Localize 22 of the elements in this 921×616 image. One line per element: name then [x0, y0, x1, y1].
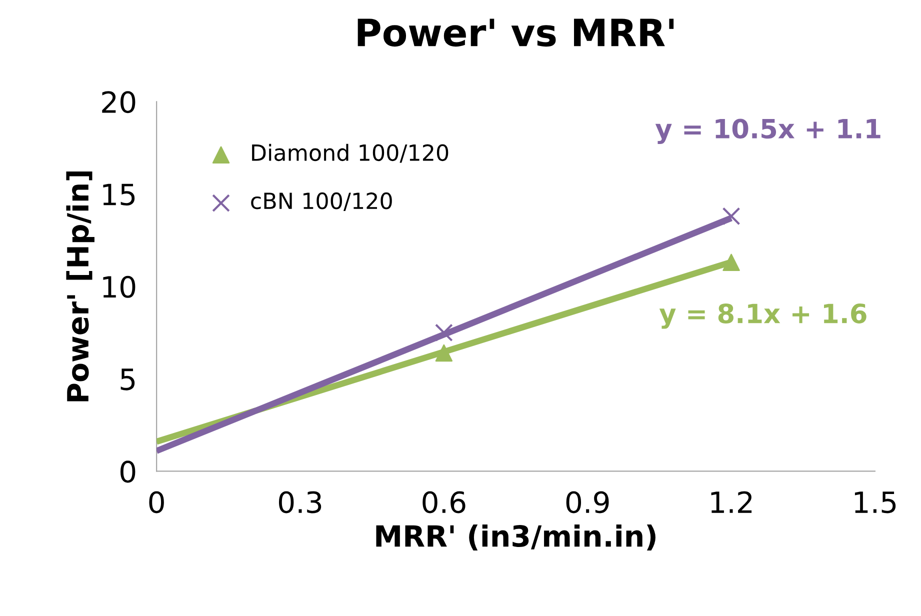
y-tick-label: 0 [120, 460, 136, 483]
annotation: y = 8.1x + 1.6 [659, 304, 866, 329]
y-tick-label: 10 [103, 276, 136, 298]
x-tick-label: 0.9 [566, 491, 609, 514]
y-tick-label: 5 [120, 368, 135, 390]
point [722, 254, 740, 272]
x-tick-label: 0.3 [278, 491, 322, 514]
point [434, 324, 453, 342]
point [435, 344, 453, 362]
y-tick-label: 15 [103, 184, 135, 206]
y-axis-title: Power' [Hp/in] [66, 171, 94, 402]
x-tick-label: 0.6 [422, 491, 466, 514]
x-tick-label: 1.5 [854, 492, 896, 514]
point [722, 207, 740, 226]
legend-label: cBN 100/120 [251, 192, 392, 211]
x-axis-title: MRR' (in3/min.in) [376, 524, 656, 550]
x-tick-label: 0 [149, 491, 164, 514]
x-tick-label: 1.2 [711, 491, 752, 513]
chart-title: Power' vs MRR' [358, 18, 674, 47]
legend-label: Diamond 100/120 [252, 144, 448, 163]
y-tick-label: 20 [102, 91, 136, 114]
annotation: y = 10.5x + 1.1 [655, 118, 880, 144]
